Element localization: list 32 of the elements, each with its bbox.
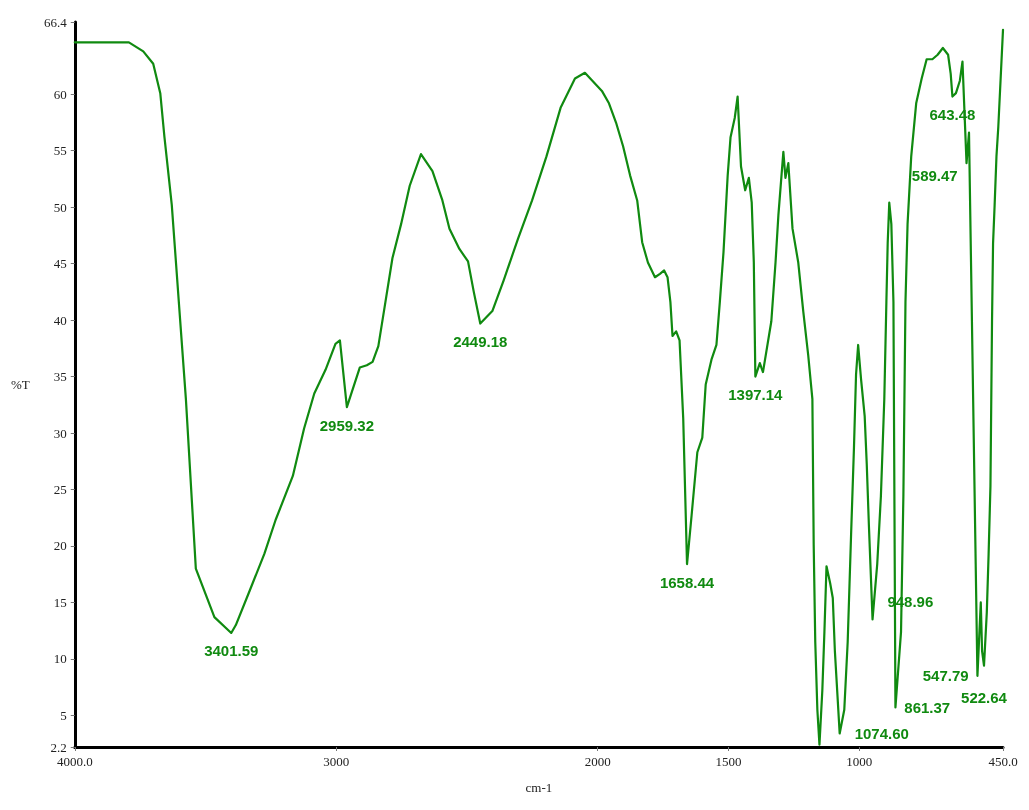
annotation: 2449.18 (453, 333, 508, 351)
y-tick-label: 60 (53, 86, 67, 102)
y-tick-label: 50 (53, 199, 67, 215)
y-tick-label: 55 (53, 143, 67, 159)
annotation: 1397.14 (728, 386, 784, 404)
annotation: 2959.32 (319, 416, 374, 434)
y-axis-title: %T (10, 377, 30, 392)
x-tick-label: 4000.0 (56, 754, 93, 769)
annotation: 3401.59 (204, 642, 259, 660)
annotation: 589.47 (911, 166, 958, 184)
annotation: 547.79 (922, 667, 969, 685)
annotation: 861.37 (904, 698, 951, 716)
y-tick-label: 40 (53, 312, 67, 328)
x-tick-label: 450.0 (988, 754, 1018, 769)
x-tick-label: 1000 (846, 754, 873, 769)
annotation: 1074.60 (854, 724, 909, 742)
y-tick-label: 66.4 (44, 14, 68, 30)
y-tick-label: 5 (60, 707, 67, 723)
y-tick-label: 10 (53, 651, 67, 667)
x-axis-title: cm-1 (525, 780, 553, 795)
annotation: 522.64 (961, 689, 1008, 707)
x-tick-label: 2000 (584, 754, 611, 769)
y-tick-label: 25 (53, 482, 67, 498)
y-tick-label: 35 (53, 369, 67, 385)
x-tick-label: 1500 (715, 754, 742, 769)
y-tick-label: 45 (53, 256, 67, 272)
y-tick-label: 2.2 (50, 739, 67, 755)
y-tick-label: 15 (53, 594, 67, 610)
annotation: 1658.44 (659, 573, 715, 591)
y-tick-label: 30 (53, 425, 67, 441)
x-tick-label: 3000 (323, 754, 350, 769)
y-tick-label: 20 (53, 538, 67, 554)
